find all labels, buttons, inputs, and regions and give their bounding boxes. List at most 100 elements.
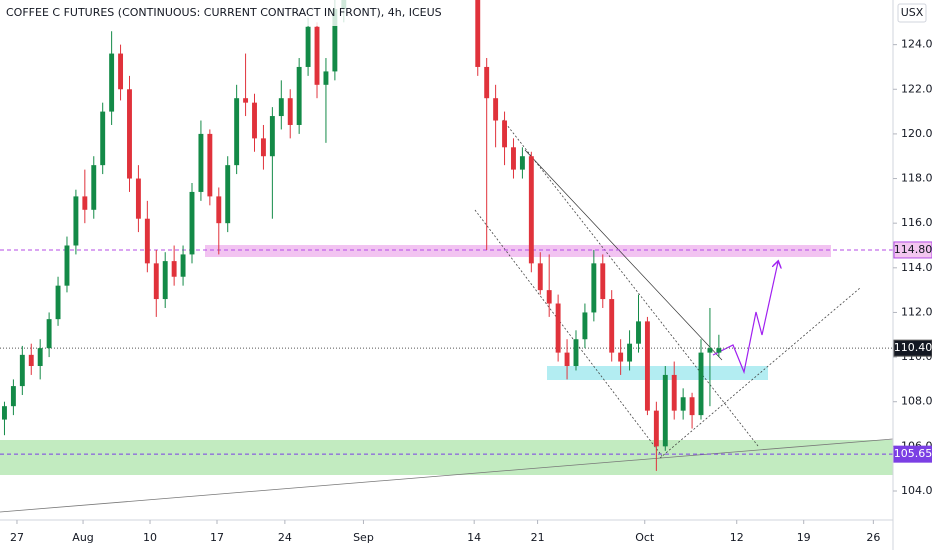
x-tick-label: 24 <box>278 531 292 544</box>
candle-body <box>680 397 686 411</box>
title-backdrop <box>0 0 360 26</box>
candle-body <box>511 147 516 170</box>
y-tick-label: 116.00 <box>901 216 932 229</box>
x-tick-label: 26 <box>866 531 880 544</box>
projection-path <box>712 262 778 375</box>
candle-body <box>198 133 204 192</box>
candle-body <box>207 133 213 197</box>
trend-line <box>474 209 663 457</box>
candle-body <box>109 53 115 112</box>
candle-body <box>55 285 61 320</box>
currency-box <box>897 3 927 23</box>
trend-line <box>524 149 723 361</box>
candle-body <box>305 26 311 67</box>
candle-body <box>618 352 624 362</box>
currency-label: USX <box>901 6 924 19</box>
candle-body <box>64 245 70 286</box>
candle-body <box>2 406 7 420</box>
candle-body <box>171 261 177 277</box>
candle-body <box>600 263 606 300</box>
drawings <box>0 119 893 513</box>
candle-body <box>91 165 97 210</box>
candle-body <box>28 354 34 367</box>
x-tick-label: 17 <box>210 531 224 544</box>
candle-body <box>323 71 329 85</box>
candle-body <box>689 397 695 416</box>
y-tick-label: 108.00 <box>901 395 932 408</box>
trend-line <box>502 119 759 447</box>
x-tick-label: Sep <box>353 531 374 544</box>
candle-body <box>627 343 633 362</box>
candle-body <box>564 352 570 367</box>
candle-body <box>189 191 195 255</box>
candle-body <box>269 116 275 157</box>
candle-body <box>260 138 266 157</box>
candle-body <box>100 111 106 166</box>
price-label: 105.65 <box>894 447 932 460</box>
candle-body <box>609 299 615 353</box>
price-label: 110.40 <box>894 341 932 354</box>
candle-body <box>332 8 338 72</box>
y-tick-label: 114.00 <box>901 261 932 274</box>
x-tick-label: Aug <box>72 531 93 544</box>
candle-body <box>243 98 249 103</box>
price-label-box <box>893 339 932 357</box>
candle-body <box>582 312 588 340</box>
y-tick-label: 118.00 <box>901 172 932 185</box>
candle-body <box>484 66 490 99</box>
candle-body <box>546 290 552 304</box>
candle-body <box>153 263 159 300</box>
price-label: 114.80 <box>894 243 932 256</box>
candle-body <box>475 0 481 67</box>
candle-body <box>653 410 659 447</box>
chart-title: COFFEE C FUTURES (CONTINUOUS: CURRENT CO… <box>6 6 442 19</box>
support-zone <box>0 440 893 475</box>
candle-body <box>519 156 525 170</box>
candle-body <box>180 254 186 277</box>
y-tick-label: 124.00 <box>901 38 932 51</box>
x-tick-label: 21 <box>531 531 545 544</box>
candle-body <box>234 98 240 166</box>
x-tick-label: Oct <box>635 531 655 544</box>
candle-body <box>662 374 668 447</box>
candles <box>2 0 722 471</box>
price-label-box <box>893 445 932 463</box>
candle-body <box>162 261 168 300</box>
candle-body <box>296 66 302 125</box>
candle-body <box>37 348 43 367</box>
candle-body <box>278 98 284 117</box>
x-tick-label: 12 <box>730 531 744 544</box>
axes: 104.00106.00108.00110.00112.00114.00116.… <box>10 38 932 544</box>
candle-body <box>19 354 25 387</box>
candle-body <box>252 102 257 139</box>
candle-body <box>73 196 79 246</box>
candle-body <box>636 321 641 344</box>
candle-body <box>127 89 132 179</box>
candle-body <box>698 352 704 416</box>
candle-body <box>10 386 16 407</box>
candle-body <box>314 26 320 85</box>
x-tick-label: 14 <box>467 531 481 544</box>
candle-body <box>707 348 713 353</box>
price-label-box <box>893 241 932 259</box>
x-tick-label: 27 <box>10 531 24 544</box>
candle-body <box>644 321 650 411</box>
pivot-zone <box>547 366 768 380</box>
x-tick-label: 10 <box>143 531 157 544</box>
trend-line <box>0 438 893 513</box>
y-tick-label: 120.00 <box>901 127 932 140</box>
candle-body <box>144 218 150 264</box>
candle-body <box>591 263 597 313</box>
candle-body <box>216 196 222 224</box>
candle-body <box>671 374 677 411</box>
candle-body <box>493 98 499 121</box>
candle-body <box>225 165 231 224</box>
candle-body <box>287 98 293 125</box>
candle-body <box>573 339 579 367</box>
resistance-zone <box>205 245 831 257</box>
candle-body <box>555 303 561 353</box>
y-tick-label: 104.00 <box>901 484 932 497</box>
y-tick-label: 112.00 <box>901 305 932 318</box>
